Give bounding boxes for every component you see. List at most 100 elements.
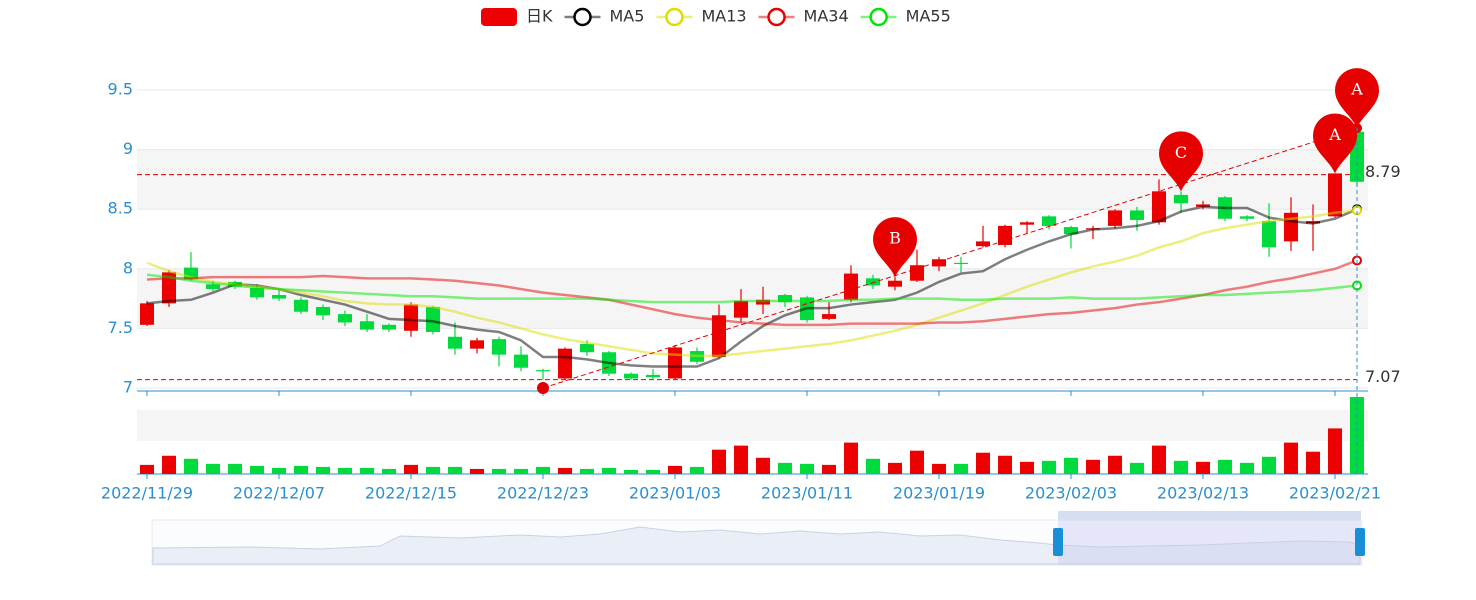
ma-line (146, 273, 1358, 304)
legend-label: MA55 (906, 7, 951, 26)
x-tick-label: 2022/12/23 (497, 484, 589, 503)
candle-body (976, 241, 990, 247)
candle-body (1130, 210, 1144, 220)
volume-bar (712, 449, 726, 474)
candle-body (580, 343, 594, 353)
mark-pin (1335, 68, 1379, 129)
volume-bar (734, 445, 748, 474)
mark-line-label: 7.07 (1365, 367, 1401, 386)
zoom-handle-left[interactable] (1053, 528, 1063, 556)
legend-icon-circle (665, 7, 684, 27)
candle-body (448, 336, 462, 349)
legend-icon-circle (767, 7, 786, 27)
candle-body (1174, 194, 1188, 204)
mark-pin-label: A (1328, 125, 1341, 144)
candle-body (492, 339, 506, 355)
candle-body (668, 347, 682, 379)
volume-bar (1042, 460, 1056, 474)
legend-icon-circle (869, 7, 888, 27)
volume-bar (932, 463, 946, 474)
candle-body (888, 280, 902, 287)
volume-bar (844, 442, 858, 474)
x-tick-label: 2023/01/19 (893, 484, 985, 503)
volume-bar (492, 468, 506, 474)
zoom-window[interactable] (1058, 520, 1361, 565)
ma-line (146, 259, 1358, 327)
volume-bar (382, 468, 396, 474)
y-tick-label: 7 (123, 378, 133, 397)
volume-bar (206, 463, 220, 474)
volume-bar (1130, 462, 1144, 474)
y-tick-label: 8 (123, 258, 133, 277)
volume-bar (800, 463, 814, 474)
candle-body (316, 306, 330, 316)
volume-bar (580, 468, 594, 474)
candle-body (338, 314, 352, 323)
volume-bar (1020, 461, 1034, 474)
volume-bar (316, 466, 330, 474)
candle-body (162, 272, 176, 304)
ma-line (146, 205, 1358, 368)
y-tick-label: 7.5 (108, 318, 133, 337)
candle-body (426, 306, 440, 332)
candle-body (206, 284, 220, 290)
volume-bar (514, 468, 528, 474)
candle-body (646, 374, 660, 378)
candle-body (536, 370, 550, 372)
x-tick-label: 2023/02/13 (1157, 484, 1249, 503)
candle-body (514, 354, 528, 368)
volume-bar (558, 467, 572, 474)
candle-body (932, 259, 946, 267)
volume-bar (470, 468, 484, 474)
x-tick-label: 2022/11/29 (101, 484, 193, 503)
candle-body (1108, 210, 1122, 226)
volume-bar (140, 464, 154, 474)
x-tick-label: 2023/01/11 (761, 484, 853, 503)
candle-body (184, 267, 198, 280)
volume-bar (976, 452, 990, 474)
legend-label: MA5 (610, 7, 645, 26)
volume-bar (910, 450, 924, 474)
volume-bar (1262, 456, 1276, 474)
volume-bar (294, 465, 308, 474)
candle-body (1328, 173, 1342, 217)
candle-body (844, 273, 858, 300)
candle-body (382, 324, 396, 330)
volume-bar (690, 466, 704, 474)
volume-bar (646, 469, 660, 474)
volume-bar (1196, 461, 1210, 474)
volume-bar (1064, 457, 1078, 474)
x-tick-label: 2023/02/03 (1025, 484, 1117, 503)
volume-bar (822, 464, 836, 474)
legend-icon-circle (573, 7, 592, 27)
zoom-handle-bar[interactable] (1058, 511, 1361, 520)
mark-line-label: 8.79 (1365, 162, 1401, 181)
mark-pin (1159, 131, 1203, 192)
candle-body (1262, 221, 1276, 248)
data-zoom[interactable] (151, 511, 1365, 566)
candle-body (250, 287, 264, 298)
volume-bar (272, 467, 286, 474)
y-tick-label: 9 (123, 139, 133, 158)
x-tick-label: 2022/12/07 (233, 484, 325, 503)
volume-bar (1240, 462, 1254, 474)
volume-bar (668, 465, 682, 474)
candle-body (1042, 216, 1056, 226)
volume-bar (1218, 459, 1232, 474)
y-tick-label: 8.5 (108, 199, 133, 218)
mark-pin-label: A (1350, 80, 1363, 99)
volume-bar (1108, 455, 1122, 474)
candle-body (470, 340, 484, 349)
volume-bar (250, 465, 264, 474)
candle-body (558, 348, 572, 379)
trend-line (542, 127, 1358, 389)
volume-bar (866, 458, 880, 474)
y-tick-label: 9.5 (108, 80, 133, 99)
legend-icon (481, 8, 517, 26)
candle-body (778, 295, 792, 303)
volume-bar (1086, 459, 1100, 474)
candle-body (404, 304, 418, 331)
zoom-handle-right[interactable] (1355, 528, 1365, 556)
legend-label: MA34 (804, 7, 849, 26)
